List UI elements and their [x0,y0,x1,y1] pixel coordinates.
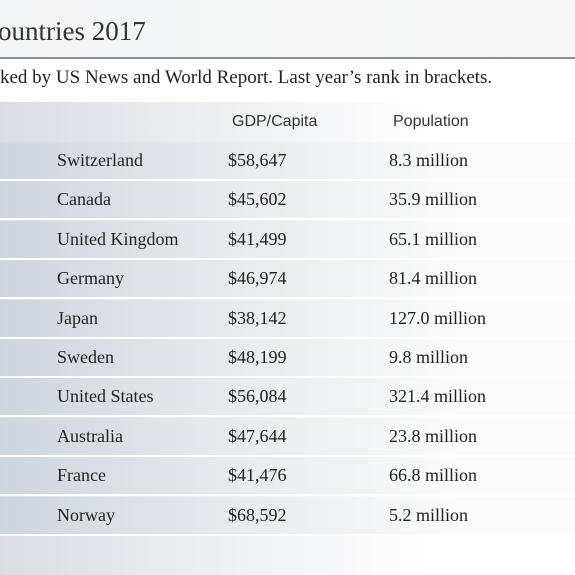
cell: 9.8 million [389,347,469,367]
cell: $48,199 [228,347,287,367]
country: United States [57,386,154,407]
table-row: Sweden $48,199 9.8 million [0,339,575,378]
country: Germany [57,268,124,289]
cell: $68,592 [228,504,287,525]
country: Sweden [57,347,114,367]
table-row: United States $56,084 321.4 million [0,378,575,418]
table-row: Germany $46,974 81.4 million [0,260,575,300]
title-bar: ountries 2017 [0,0,575,59]
table-row: France $41,476 66.8 million [0,457,575,497]
cell: $46,974 [228,268,287,289]
cell: $38,142 [228,307,287,328]
cell: 65.1 million [389,228,478,249]
table-row: Norway $68,592 5.2 million [0,496,575,536]
country: United Kingdom [57,228,179,249]
title: ountries 2017 [0,16,146,46]
cell: $47,644 [228,425,287,446]
column-header: Population [393,113,469,130]
column-header: GDP/Capita [232,113,318,130]
cell: $56,084 [228,386,287,407]
cell: $58,647 [228,150,287,170]
subtitle: ked by US News and World Report. Last ye… [0,67,493,88]
table: Switzerland $58,647 8.3 million Canada $45,6… [0,102,575,575]
cell: 23.8 million [389,425,478,446]
cell: 35.9 million [389,189,478,210]
cell: 127.0 million [389,307,487,328]
country: Japan [57,307,98,328]
table-row: United Kingdom $41,499 65.1 million [0,220,575,260]
cell: 5.2 million [389,504,469,525]
country: Norway [57,504,115,525]
country: France [57,465,106,486]
table-row: Canada $45,602 35.9 million [0,181,575,221]
cell: $41,476 [228,465,287,486]
cell: 321.4 million [389,386,487,407]
country: Canada [57,189,111,210]
country: Switzerland [57,150,143,170]
cell: $41,499 [228,228,287,249]
cell: 8.3 million [389,150,469,170]
cell: 81.4 million [389,268,478,289]
table-row: Japan $38,142 127.0 million [0,299,575,339]
table-row: Australia $47,644 23.8 million [0,417,575,457]
country: Australia [57,425,123,446]
cell: $45,602 [228,189,287,210]
table-row: Switzerland $58,647 8.3 million [0,142,575,181]
cell: 66.8 million [389,465,478,486]
